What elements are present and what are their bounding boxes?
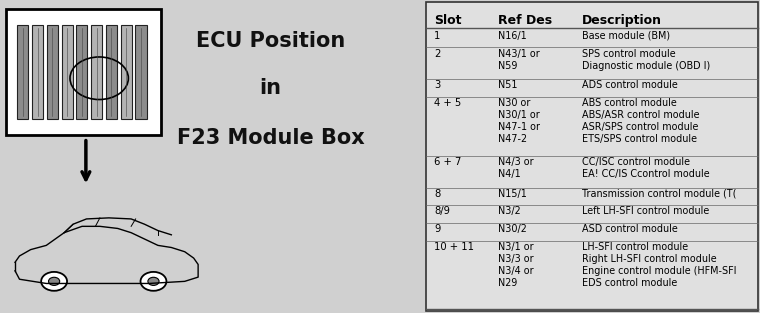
Text: N3/2: N3/2 [498, 207, 521, 217]
Text: 4 + 5: 4 + 5 [434, 98, 461, 108]
Text: 9: 9 [434, 224, 441, 234]
Bar [62, 25, 73, 119]
Text: 2: 2 [434, 49, 441, 59]
Text: ABS control module
ABS/ASR control module
ASR/SPS control module
ETS/SPS control: ABS control module ABS/ASR control modul… [582, 98, 699, 144]
Bar [76, 25, 87, 119]
Text: N43/1 or
N59: N43/1 or N59 [498, 49, 540, 71]
Bar [106, 25, 117, 119]
Text: 1: 1 [434, 31, 441, 41]
Text: 10 + 11: 10 + 11 [434, 242, 474, 252]
Text: in: in [259, 78, 281, 98]
Text: F23 Module Box: F23 Module Box [176, 128, 364, 148]
Text: Left LH-SFI control module: Left LH-SFI control module [582, 207, 709, 217]
Circle shape [49, 277, 60, 285]
Text: N51: N51 [498, 80, 518, 90]
Text: Slot: Slot [434, 14, 461, 27]
Text: SPS control module
Diagnostic module (OBD I): SPS control module Diagnostic module (OB… [582, 49, 710, 71]
Circle shape [41, 272, 67, 291]
Bar [32, 25, 43, 119]
Text: ADS control module: ADS control module [582, 80, 678, 90]
Text: ASD control module: ASD control module [582, 224, 678, 234]
Bar [135, 25, 147, 119]
Bar [6, 9, 161, 135]
Text: ECU Position: ECU Position [196, 31, 345, 51]
Text: 8/9: 8/9 [434, 207, 450, 217]
Bar [17, 25, 28, 119]
Text: 8: 8 [434, 189, 440, 199]
Text: N16/1: N16/1 [498, 31, 527, 41]
Text: N4/3 or
N4/1: N4/3 or N4/1 [498, 157, 534, 179]
Text: N3/1 or
N3/3 or
N3/4 or
N29: N3/1 or N3/3 or N3/4 or N29 [498, 242, 534, 288]
Text: Description: Description [582, 14, 662, 27]
Text: N30/2: N30/2 [498, 224, 527, 234]
Bar [91, 25, 103, 119]
Text: LH-SFI control module
Right LH-SFI control module
Engine control module (HFM-SFI: LH-SFI control module Right LH-SFI contr… [582, 242, 736, 288]
Text: Transmission control module (T(: Transmission control module (T( [582, 189, 736, 199]
Bar [47, 25, 58, 119]
Text: 6 + 7: 6 + 7 [434, 157, 461, 167]
Circle shape [141, 272, 166, 291]
Circle shape [148, 277, 159, 285]
Bar [121, 25, 131, 119]
Text: CC/ISC control module
EA! CC/IS Ccontrol module: CC/ISC control module EA! CC/IS Ccontrol… [582, 157, 710, 179]
Text: N15/1: N15/1 [498, 189, 527, 199]
Text: 3: 3 [434, 80, 440, 90]
Text: Base module (BM): Base module (BM) [582, 31, 670, 41]
Text: Ref Des: Ref Des [498, 14, 552, 27]
Text: N30 or
N30/1 or
N47-1 or
N47-2: N30 or N30/1 or N47-1 or N47-2 [498, 98, 540, 144]
